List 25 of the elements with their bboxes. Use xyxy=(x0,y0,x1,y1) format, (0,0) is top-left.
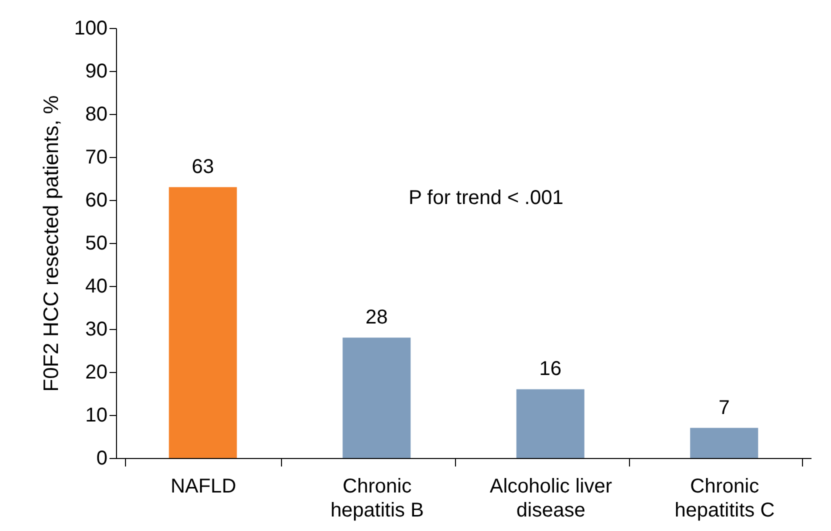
bar xyxy=(690,428,758,458)
data-label: 28 xyxy=(366,306,388,329)
y-tick-label: 10 xyxy=(85,404,108,426)
y-tick-label: 50 xyxy=(85,232,108,254)
bar xyxy=(516,389,584,458)
data-label: 63 xyxy=(192,156,214,178)
y-axis-title: F0F2 HCC resected patients, % xyxy=(40,95,64,392)
y-tick-label: 60 xyxy=(85,190,108,212)
annotation: P for trend < .001 xyxy=(408,187,564,209)
data-label: 16 xyxy=(539,358,562,380)
bar xyxy=(168,187,237,458)
x-tick-label: Alcoholic liver disease xyxy=(490,476,612,522)
x-tick-label: Chronic hepatitits C xyxy=(674,476,775,522)
x-tick-label: NAFLD xyxy=(170,476,236,498)
y-tick-label: 0 xyxy=(96,448,108,470)
y-tick-label: 90 xyxy=(85,60,108,82)
y-tick-label: 100 xyxy=(74,18,108,40)
data-label: 7 xyxy=(718,396,730,419)
y-tick-label: 70 xyxy=(85,146,108,168)
y-tick-label: 30 xyxy=(85,318,108,340)
bar xyxy=(342,338,411,458)
y-tick-label: 80 xyxy=(85,104,108,126)
y-tick-label: 20 xyxy=(85,362,108,384)
x-tick-label: Chronic hepatitis B xyxy=(330,476,424,522)
y-tick-label: 40 xyxy=(85,276,108,298)
